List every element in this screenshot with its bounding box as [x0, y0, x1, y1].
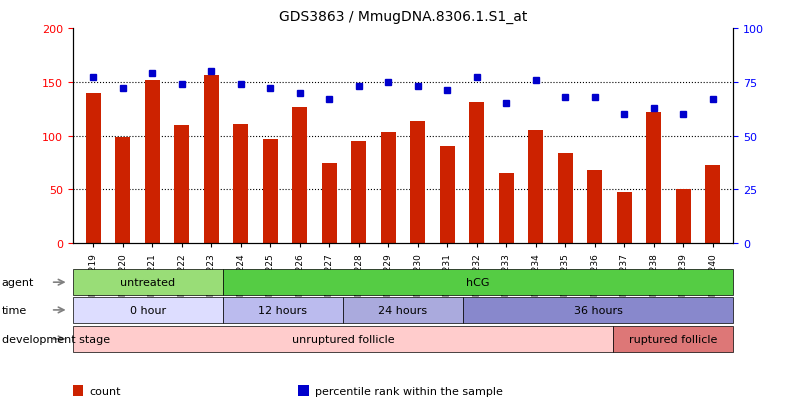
Bar: [234, 124, 248, 244]
Bar: [174, 126, 189, 244]
Text: 36 hours: 36 hours: [574, 305, 623, 315]
Bar: [85, 93, 101, 244]
Text: hCG: hCG: [467, 278, 490, 287]
Bar: [469, 103, 484, 244]
Text: unruptured follicle: unruptured follicle: [292, 334, 394, 344]
Bar: [440, 147, 455, 244]
Bar: [676, 190, 691, 244]
Bar: [204, 76, 218, 244]
Bar: [410, 121, 425, 244]
Bar: [351, 142, 366, 244]
Bar: [588, 171, 602, 244]
Bar: [293, 107, 307, 244]
Bar: [558, 154, 572, 244]
Text: untreated: untreated: [120, 278, 175, 287]
Bar: [145, 81, 160, 244]
Text: GDS3863 / MmugDNA.8306.1.S1_at: GDS3863 / MmugDNA.8306.1.S1_at: [279, 10, 527, 24]
Bar: [381, 133, 396, 244]
Bar: [322, 163, 337, 244]
Text: time: time: [2, 305, 27, 315]
Text: percentile rank within the sample: percentile rank within the sample: [315, 386, 503, 396]
Bar: [263, 140, 277, 244]
Text: 24 hours: 24 hours: [379, 305, 427, 315]
Bar: [499, 174, 513, 244]
Bar: [705, 165, 721, 244]
Text: count: count: [89, 386, 121, 396]
Bar: [115, 138, 130, 244]
Bar: [529, 131, 543, 244]
Bar: [646, 113, 661, 244]
Bar: [617, 192, 632, 244]
Text: development stage: development stage: [2, 334, 110, 344]
Text: ruptured follicle: ruptured follicle: [629, 334, 717, 344]
Text: 0 hour: 0 hour: [130, 305, 166, 315]
Text: 12 hours: 12 hours: [259, 305, 307, 315]
Text: agent: agent: [2, 278, 34, 287]
